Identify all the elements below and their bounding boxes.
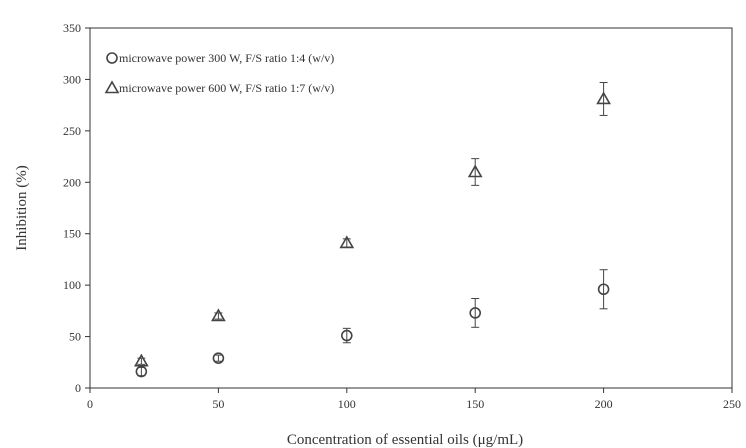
x-tick-label: 50: [212, 397, 224, 411]
legend: microwave power 300 W, F/S ratio 1:4 (w/…: [104, 51, 334, 95]
y-tick-label: 250: [63, 124, 81, 138]
data-point-triangle: [211, 308, 226, 322]
y-tick-label: 50: [69, 330, 81, 344]
data-point-circle: [469, 307, 482, 319]
data-point-triangle: [467, 164, 483, 178]
x-axis: 0 50 100 150 200 250: [87, 388, 741, 411]
y-tick-label: 100: [63, 278, 81, 292]
y-tick-label: 300: [63, 72, 81, 86]
x-tick-label: 100: [338, 397, 356, 411]
y-axis: 0 50 100 150 200 250 300 350: [63, 21, 90, 395]
legend-label: microwave power 600 W, F/S ratio 1:7 (w/…: [119, 81, 334, 95]
data-point-circle: [597, 283, 610, 296]
y-tick-label: 350: [63, 21, 81, 35]
data-point-circle: [212, 352, 225, 364]
x-tick-label: 0: [87, 397, 93, 411]
series-layer: [133, 82, 611, 378]
legend-label: microwave power 300 W, F/S ratio 1:4 (w/…: [119, 51, 334, 65]
y-tick-label: 200: [63, 175, 81, 189]
legend-marker-triangle: [104, 80, 120, 94]
x-axis-title: Concentration of essential oils (μg/mL): [287, 432, 523, 448]
data-point-circle: [340, 329, 353, 342]
data-point-triangle: [133, 353, 149, 367]
x-tick-label: 200: [595, 397, 613, 411]
data-point-triangle: [596, 91, 611, 105]
series-circle: [135, 269, 610, 378]
x-tick-label: 250: [723, 397, 741, 411]
data-point-triangle: [339, 235, 355, 249]
y-tick-label: 0: [75, 381, 81, 395]
x-tick-label: 150: [466, 397, 484, 411]
legend-marker-circle: [106, 52, 118, 64]
y-tick-label: 150: [63, 227, 81, 241]
y-axis-title: Inhibition (%): [14, 165, 30, 250]
series-triangle: [133, 82, 611, 367]
plot-area: [89, 27, 733, 389]
